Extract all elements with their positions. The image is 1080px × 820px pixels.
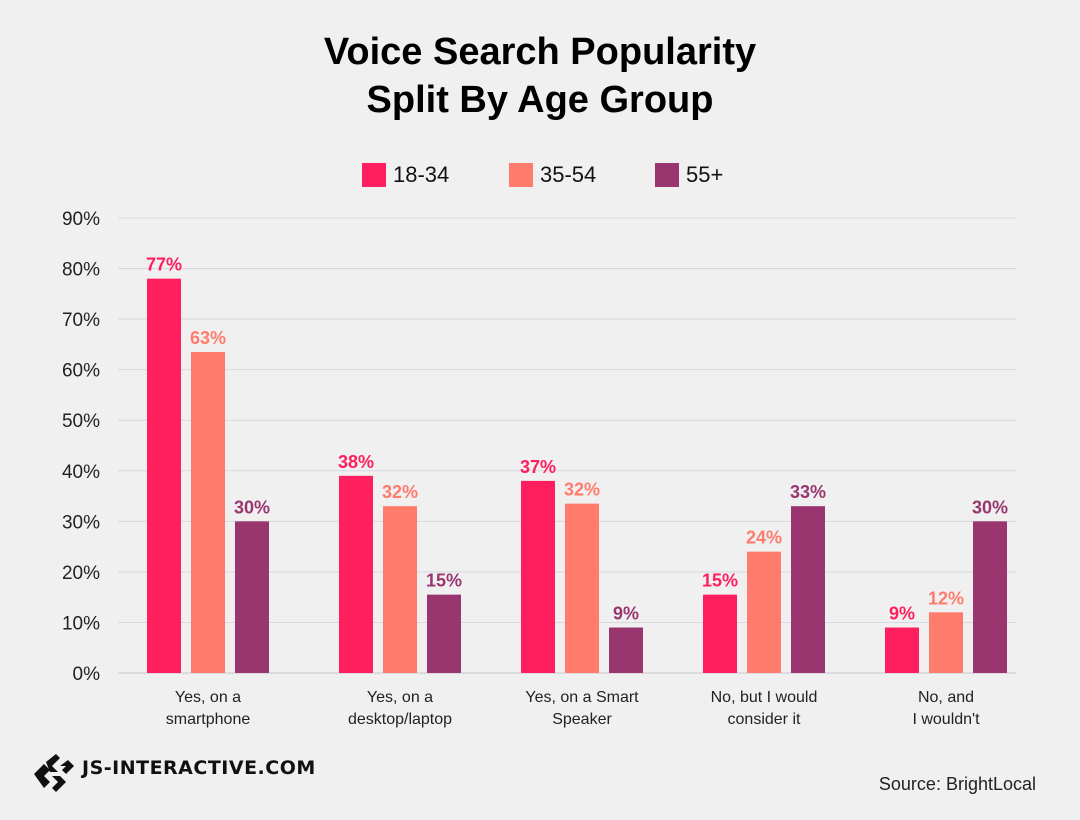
y-tick-label: 10% — [62, 613, 100, 634]
y-tick-label: 20% — [62, 563, 100, 584]
bar-35-54-1 — [191, 351, 225, 673]
y-tick-label: 50% — [62, 411, 100, 432]
data-label-55-2: 15% — [426, 571, 462, 591]
y-tick-label: 80% — [62, 260, 100, 281]
bar-18-34-4 — [703, 594, 737, 673]
bar-35-54-3 — [565, 503, 599, 673]
legend-label-35-54: 35-54 — [540, 162, 597, 187]
x-tick-label: No, but I would consider it — [711, 689, 818, 728]
js-interactive-logo-icon — [34, 754, 74, 792]
y-tick-label: 90% — [62, 209, 100, 230]
x-tick-label: No, and I wouldn't — [912, 689, 980, 728]
x-tick-label: Yes, on a Smart Speaker — [525, 689, 639, 728]
bar-55-1 — [235, 521, 269, 673]
data-label-18-34-2: 38% — [338, 452, 374, 472]
y-tick-label: 40% — [62, 462, 100, 483]
legend-item-35-54: 35-54 — [509, 160, 596, 190]
data-label-35-54-5: 12% — [928, 588, 964, 608]
data-label-18-34-4: 15% — [702, 571, 738, 591]
y-tick-label: 0% — [73, 664, 101, 685]
bar-18-34-3 — [521, 480, 555, 673]
bar-18-34-2 — [339, 475, 373, 673]
legend-item-18-34: 18-34 — [362, 160, 449, 190]
brand-name: JS-INTERACTIVE.COM — [82, 757, 316, 779]
data-label-35-54-2: 32% — [382, 482, 418, 502]
bar-55-4 — [791, 506, 825, 673]
data-label-18-34-5: 9% — [889, 604, 915, 624]
data-label-35-54-4: 24% — [746, 528, 782, 548]
legend-swatch-18-34 — [362, 163, 386, 187]
data-label-55-1: 30% — [234, 497, 270, 517]
source-note: Source: BrightLocal — [878, 774, 1036, 794]
chart-title: Voice Search Popularity Split By Age Gro… — [0, 28, 1080, 124]
y-tick-label: 70% — [62, 310, 100, 331]
legend-item-55-plus: 55+ — [655, 160, 723, 190]
legend-label-55-plus: 55+ — [686, 162, 724, 187]
legend-label-18-34: 18-34 — [393, 162, 450, 187]
data-label-55-3: 9% — [613, 604, 639, 624]
bar-55-3 — [609, 627, 643, 673]
bar-35-54-2 — [383, 506, 417, 673]
legend: 18-34 35-54 55+ — [0, 160, 1080, 190]
bar-18-34-1 — [147, 278, 181, 673]
data-label-55-5: 30% — [972, 497, 1008, 517]
legend-swatch-35-54 — [509, 163, 533, 187]
x-tick-label: Yes, on a desktop/laptop — [348, 689, 452, 728]
bar-18-34-5 — [885, 627, 919, 673]
bar-55-2 — [427, 594, 461, 673]
data-label-35-54-3: 32% — [564, 480, 600, 500]
y-tick-label: 30% — [62, 512, 100, 533]
data-label-55-4: 33% — [790, 482, 826, 502]
bar-55-5 — [973, 521, 1007, 673]
bar-35-54-5 — [929, 612, 963, 673]
legend-swatch-55-plus — [655, 163, 679, 187]
data-label-18-34-1: 77% — [146, 255, 182, 275]
y-tick-label: 60% — [62, 361, 100, 382]
data-label-35-54-1: 63% — [190, 328, 226, 348]
chart-title-line-2: Split By Age Group — [366, 79, 714, 121]
bar-35-54-4 — [747, 551, 781, 673]
brand-logo: JS-INTERACTIVE.COM — [30, 752, 316, 796]
chart-title-line-1: Voice Search Popularity — [323, 31, 757, 73]
data-label-18-34-3: 37% — [520, 457, 556, 477]
x-tick-label: Yes, on a smartphone — [166, 689, 251, 728]
